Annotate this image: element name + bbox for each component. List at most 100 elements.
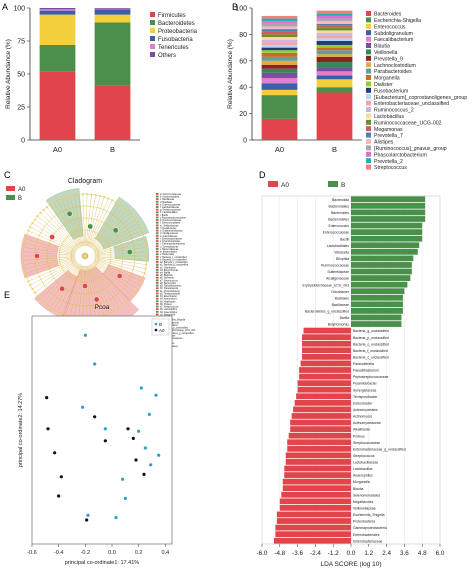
lda-bar xyxy=(299,373,351,380)
tree-branch xyxy=(25,238,76,254)
tree-branch xyxy=(78,265,85,318)
legend-swatch xyxy=(150,20,155,25)
bar-segment xyxy=(316,50,353,55)
tree-branch xyxy=(90,264,120,308)
legend-swatch xyxy=(366,100,371,106)
clade-label: a5: Bilophila xyxy=(160,275,173,277)
biomarker-node xyxy=(49,234,55,240)
tree-node xyxy=(60,197,63,200)
tree-node xyxy=(33,218,36,221)
scatter-point xyxy=(59,475,63,479)
y-tick-label: 100 xyxy=(13,6,25,13)
tree-node xyxy=(138,284,141,287)
biomarker-node xyxy=(93,296,100,303)
bar-label: Bacteria_g_unclassified xyxy=(353,329,389,333)
tree-node xyxy=(56,199,59,202)
label-swatch xyxy=(156,310,159,313)
plot-frame xyxy=(31,315,173,545)
legend-swatch xyxy=(366,139,371,144)
bar-segment xyxy=(261,56,298,61)
scatter-point xyxy=(53,451,57,455)
scatter-point xyxy=(103,439,107,443)
tree-node xyxy=(103,313,106,316)
legend-label: Firmicutes xyxy=(158,13,186,19)
tree-node xyxy=(49,203,52,206)
y-tick-label: 25 xyxy=(17,105,25,112)
clade-label: b: Actinomycetales xyxy=(160,196,180,199)
label-swatch xyxy=(156,193,159,195)
lda-bar xyxy=(293,406,351,413)
biomarker-node xyxy=(116,273,123,279)
clade-label: n: Negativicutes xyxy=(160,227,177,230)
tree-branch xyxy=(23,257,76,265)
scatter-point xyxy=(143,446,147,450)
clade-label: q: Sutterellaceae xyxy=(160,235,178,238)
clade-sector xyxy=(34,269,78,319)
tree-node xyxy=(31,287,34,290)
legend-label: Fusobacteria xyxy=(158,37,193,43)
bar-segment xyxy=(261,29,298,32)
tree-branch xyxy=(69,265,83,317)
bar-label: Enterobacteriales xyxy=(353,533,380,537)
bar-label: Bacteria_o_unclassified xyxy=(353,342,389,346)
clade-label: c0: Morganella xyxy=(160,313,176,316)
x-tick-label: -0.4 xyxy=(54,550,63,556)
label-swatch xyxy=(156,261,159,263)
legend-swatch xyxy=(328,181,338,187)
lda-bar xyxy=(351,235,423,242)
label-swatch xyxy=(156,276,159,279)
legend-marker xyxy=(154,322,158,326)
chart-b-stacked-bar: 0 20 40 60 80 100 Relative Abundance (%) A0 B Bac… xyxy=(227,6,467,172)
tree-branch xyxy=(87,265,105,316)
bar-label: Actinomycetaceae xyxy=(353,421,381,425)
label-swatch xyxy=(156,253,159,256)
lda-bar xyxy=(276,511,351,518)
bar-label: Peptostreptococcaceae xyxy=(353,375,389,379)
lda-bar xyxy=(300,360,351,367)
tree-branch xyxy=(93,261,138,290)
legend-label: B xyxy=(18,196,22,202)
tree-branch xyxy=(50,264,80,308)
bar-segment xyxy=(94,8,131,9)
clade-label: j: Peptostreptococcaceae xyxy=(159,216,187,219)
tree-node xyxy=(131,294,134,297)
legend-swatch xyxy=(366,49,371,55)
legend-label: Lachnoclostridium xyxy=(374,63,416,69)
clade-label: y: Bacteria_c_unclassified xyxy=(160,256,187,259)
bar-label: Butyricimonas xyxy=(328,323,350,327)
bar-segment xyxy=(39,14,76,45)
lda-bar xyxy=(297,386,351,393)
bar-segment xyxy=(316,18,353,22)
legend-label: Lactobacillus xyxy=(374,114,404,120)
label-swatch xyxy=(156,313,159,316)
tree-branch xyxy=(89,200,113,248)
tree-branch xyxy=(94,256,147,261)
biomarker-node xyxy=(87,223,94,230)
bar-label: Bacteroidetes_g_unclassified xyxy=(305,310,349,314)
lda-bar xyxy=(287,439,351,446)
bar-segment xyxy=(261,15,298,19)
panel-label-c: C xyxy=(4,170,11,180)
tree-branch xyxy=(43,209,79,249)
legend-label: A0 xyxy=(281,182,289,189)
lda-bar xyxy=(282,485,351,492)
legend-label: Others xyxy=(158,53,176,59)
lda-bar xyxy=(285,459,351,465)
x-tick-label: -4.8 xyxy=(274,550,285,557)
tree-branch xyxy=(94,238,145,254)
legend-label: Blautia xyxy=(374,44,390,50)
tree-node xyxy=(24,237,27,240)
lda-bar xyxy=(290,419,351,426)
tree-branch xyxy=(92,262,130,300)
tree-node xyxy=(125,208,128,211)
bar-label: Enterobacteriaceae_g_unclassified xyxy=(353,447,406,451)
tree-node xyxy=(134,291,137,294)
clade-label: a8: Bacteroides xyxy=(160,282,177,285)
label-swatch xyxy=(156,287,159,290)
bar-label: Parasutterella xyxy=(353,362,374,366)
legend-label: Fusobacterium xyxy=(374,88,408,94)
clade-label: b8: Lactobacillus xyxy=(160,308,178,311)
bar-segment xyxy=(261,44,298,48)
scatter-point xyxy=(147,412,151,416)
clade-label: o: Erysipelotrichaceae xyxy=(160,230,183,233)
